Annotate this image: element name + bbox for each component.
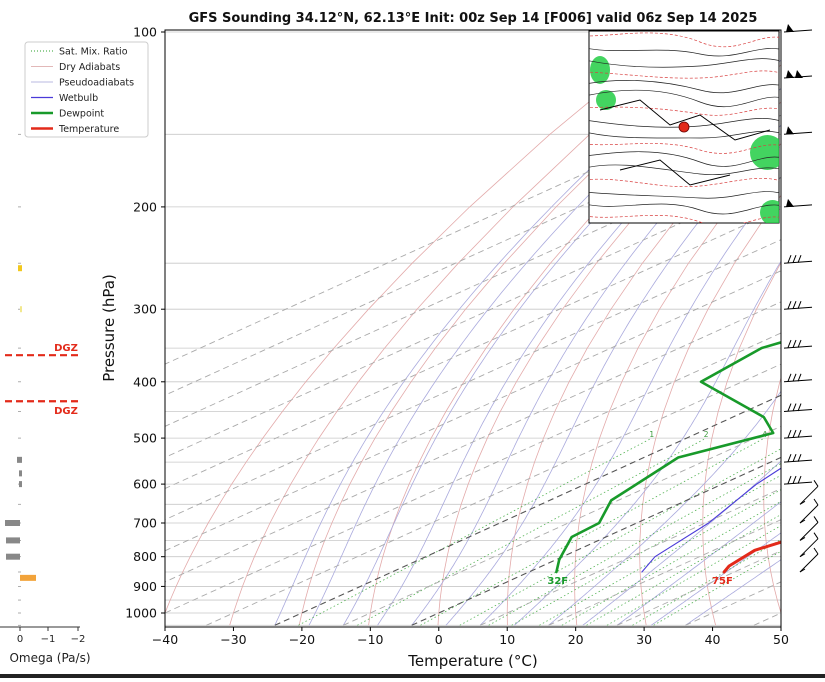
y-tick-label: 700	[133, 516, 157, 531]
omega-bar	[20, 306, 22, 312]
mixing-ratio-line	[607, 438, 825, 625]
omega-bar	[19, 481, 22, 487]
mixing-ratio-lines: 1246810131620243036	[298, 430, 825, 625]
legend-label: Dry Adiabats	[59, 62, 120, 73]
mixing-ratio-line	[357, 438, 706, 625]
mixing-ratio-label: 1	[649, 430, 654, 439]
precip-patch	[750, 135, 785, 170]
inset-map	[585, 31, 790, 226]
x-tick-label: −30	[220, 632, 246, 647]
dgz-label: DGZ	[54, 343, 78, 354]
mixing-ratio-line	[587, 438, 825, 625]
legend-label: Pseudoadiabats	[59, 78, 134, 89]
y-tick-label: 400	[133, 374, 157, 389]
location-marker	[679, 122, 689, 132]
omega-tick-label: 0	[17, 634, 23, 645]
x-tick-label: 0	[435, 632, 443, 647]
mixing-ratio-line	[512, 438, 825, 625]
wind-barb	[800, 548, 818, 572]
wind-barb	[800, 533, 818, 557]
omega-bar	[5, 520, 20, 526]
y-tick-label: 1000	[125, 606, 157, 621]
x-tick-label: −10	[357, 632, 383, 647]
mixing-ratio-line	[489, 438, 825, 625]
omega-bar	[18, 265, 22, 271]
surface-temperature-label: 75F	[712, 576, 733, 587]
wind-barb	[784, 70, 812, 78]
y-tick-label: 200	[133, 199, 157, 214]
omega-bar	[20, 575, 36, 581]
wind-barb	[784, 340, 812, 348]
wind-barb	[784, 454, 812, 462]
y-tick-label: 900	[133, 579, 157, 594]
y-tick-label: 100	[133, 25, 157, 40]
chart-title: GFS Sounding 34.12°N, 62.13°E Init: 00z …	[189, 11, 758, 26]
wind-barb	[784, 301, 812, 309]
chart-legend: Sat. Mix. Ratio Dry Adiabats Pseudoadiabat…	[25, 42, 148, 137]
omega-bar	[19, 470, 22, 476]
x-tick-label: −20	[289, 632, 315, 647]
wind-barb	[784, 199, 812, 207]
legend-label: Wetbulb	[59, 93, 98, 104]
y-tick-label: 300	[133, 302, 157, 317]
x-tick-label: −40	[152, 632, 178, 647]
dgz-label: DGZ	[54, 406, 78, 417]
omega-bar	[17, 457, 22, 463]
precip-patch	[590, 56, 610, 84]
x-tick-label: 50	[773, 632, 789, 647]
omega-panel: 0 −1 −2 Omega (Pa/s) DGZ DGZ	[0, 134, 91, 665]
surface-dewpoint-label: 32F	[547, 576, 568, 587]
y-tick-label: 500	[133, 431, 157, 446]
omega-bar	[6, 554, 20, 560]
wind-barb	[784, 374, 812, 382]
wind-barb	[784, 255, 812, 263]
x-tick-label: 20	[568, 632, 584, 647]
wind-barb	[784, 126, 812, 134]
legend-label: Temperature	[58, 124, 119, 135]
x-tick-label: 10	[499, 632, 515, 647]
mixing-ratio-line	[421, 438, 765, 625]
wind-barb	[784, 24, 812, 32]
x-axis-title: Temperature (°C)	[407, 652, 537, 670]
wind-barb	[784, 430, 812, 438]
mixing-ratio-line	[460, 438, 801, 625]
omega-tick-label: −1	[41, 634, 56, 645]
wind-barb	[784, 404, 812, 412]
omega-tick-label: −2	[71, 634, 86, 645]
bottom-rule	[0, 674, 825, 678]
legend-label: Dewpoint	[59, 109, 104, 120]
omega-bar	[6, 537, 20, 543]
wind-barbs	[781, 24, 818, 627]
x-tick-label: 40	[705, 632, 721, 647]
wind-barb	[784, 476, 812, 484]
x-tick-label: 30	[636, 632, 652, 647]
y-axis-title: Pressure (hPa)	[100, 274, 118, 382]
mixing-ratio-label: 2	[704, 430, 709, 439]
y-tick-label: 600	[133, 477, 157, 492]
mixing-ratio-line	[633, 438, 825, 625]
omega-axis-title: Omega (Pa/s)	[9, 651, 90, 665]
legend-label: Sat. Mix. Ratio	[59, 47, 128, 58]
y-tick-label: 800	[133, 549, 157, 564]
